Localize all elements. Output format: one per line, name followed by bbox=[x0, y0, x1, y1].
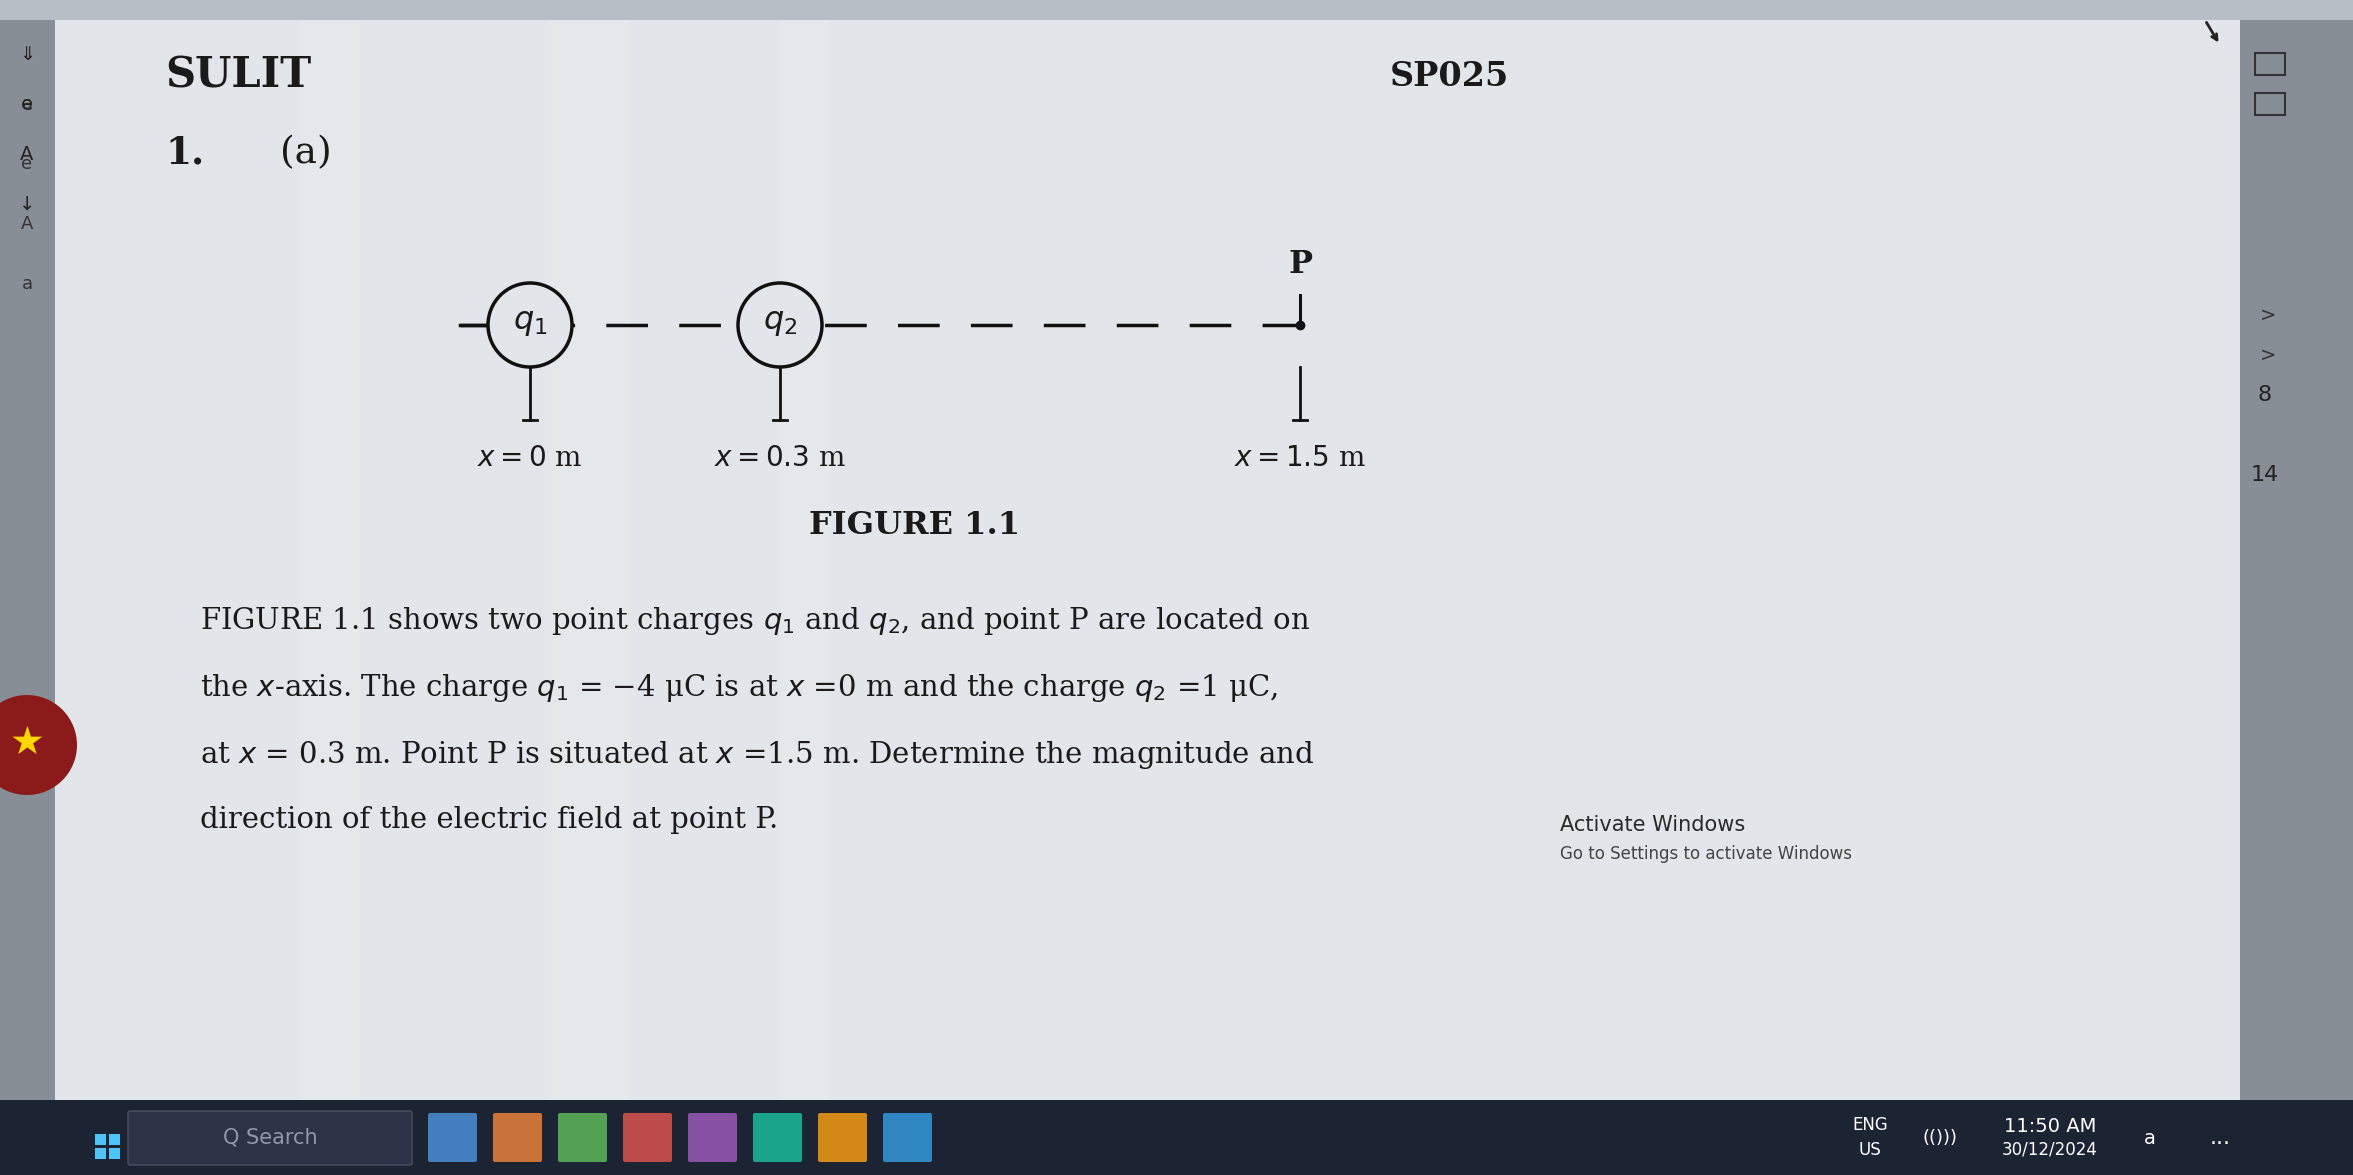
Text: US: US bbox=[1859, 1141, 1882, 1159]
FancyBboxPatch shape bbox=[882, 1113, 932, 1162]
FancyBboxPatch shape bbox=[108, 1134, 120, 1144]
FancyBboxPatch shape bbox=[299, 20, 360, 1100]
Text: the $x$-axis. The charge $q_1$ = −4 μC is at $x$ =0 m and the charge $q_2$ =1 μC: the $x$-axis. The charge $q_1$ = −4 μC i… bbox=[200, 672, 1278, 704]
Text: SULIT: SULIT bbox=[165, 55, 311, 98]
Text: e: e bbox=[21, 155, 33, 173]
Text: $q_2$: $q_2$ bbox=[762, 308, 798, 338]
FancyBboxPatch shape bbox=[624, 1113, 673, 1162]
Text: at $x$ = 0.3 m. Point P is situated at $x$ =1.5 m. Determine the magnitude and: at $x$ = 0.3 m. Point P is situated at $… bbox=[200, 739, 1315, 771]
Text: (())): (())) bbox=[1922, 1129, 1958, 1147]
Text: ENG: ENG bbox=[1852, 1116, 1887, 1134]
Text: Go to Settings to activate Windows: Go to Settings to activate Windows bbox=[1560, 845, 1852, 862]
Text: >: > bbox=[2259, 306, 2275, 324]
FancyBboxPatch shape bbox=[94, 1148, 106, 1159]
Text: FIGURE 1.1: FIGURE 1.1 bbox=[809, 510, 1021, 540]
Circle shape bbox=[0, 694, 78, 795]
FancyBboxPatch shape bbox=[494, 1113, 541, 1162]
Text: A: A bbox=[21, 215, 33, 233]
Text: ★: ★ bbox=[9, 724, 45, 763]
FancyBboxPatch shape bbox=[551, 20, 631, 1100]
Text: e: e bbox=[21, 95, 33, 114]
Text: 30/12/2024: 30/12/2024 bbox=[2002, 1141, 2099, 1159]
Text: a: a bbox=[21, 275, 33, 293]
FancyBboxPatch shape bbox=[108, 1148, 120, 1159]
Text: >: > bbox=[2259, 345, 2275, 364]
Text: ⇓: ⇓ bbox=[19, 45, 35, 63]
FancyBboxPatch shape bbox=[428, 1113, 478, 1162]
FancyBboxPatch shape bbox=[753, 1113, 802, 1162]
Text: P: P bbox=[1287, 249, 1313, 280]
FancyBboxPatch shape bbox=[558, 1113, 607, 1162]
Text: ...: ... bbox=[2209, 1128, 2231, 1148]
Text: 1.: 1. bbox=[165, 135, 205, 172]
Circle shape bbox=[739, 283, 821, 367]
Text: $x = 1.5$ m: $x = 1.5$ m bbox=[1233, 445, 1365, 472]
FancyBboxPatch shape bbox=[819, 1113, 866, 1162]
Text: Q Search: Q Search bbox=[224, 1128, 318, 1148]
Circle shape bbox=[487, 283, 572, 367]
FancyBboxPatch shape bbox=[0, 20, 54, 1100]
Text: ↓: ↓ bbox=[19, 195, 35, 214]
Text: $x = 0$ m: $x = 0$ m bbox=[478, 445, 584, 472]
FancyBboxPatch shape bbox=[2240, 20, 2353, 1100]
Text: Activate Windows: Activate Windows bbox=[1560, 815, 1746, 835]
Text: A: A bbox=[21, 145, 33, 165]
FancyBboxPatch shape bbox=[127, 1112, 412, 1164]
FancyBboxPatch shape bbox=[687, 1113, 736, 1162]
Text: $x = 0.3$ m: $x = 0.3$ m bbox=[713, 445, 845, 472]
Text: a: a bbox=[2144, 1128, 2155, 1148]
FancyBboxPatch shape bbox=[779, 20, 831, 1100]
Text: 8: 8 bbox=[2259, 385, 2273, 405]
Text: direction of the electric field at point P.: direction of the electric field at point… bbox=[200, 806, 779, 834]
Text: 11:50 AM: 11:50 AM bbox=[2005, 1117, 2097, 1136]
Text: FIGURE 1.1 shows two point charges $q_1$ and $q_2$, and point P are located on: FIGURE 1.1 shows two point charges $q_1$… bbox=[200, 605, 1311, 637]
Text: SP025: SP025 bbox=[1391, 60, 1508, 93]
FancyBboxPatch shape bbox=[54, 20, 2240, 1100]
Text: 14: 14 bbox=[2252, 465, 2280, 485]
FancyBboxPatch shape bbox=[0, 1100, 2353, 1175]
Text: (a): (a) bbox=[280, 135, 332, 172]
FancyBboxPatch shape bbox=[94, 1134, 106, 1144]
Text: a: a bbox=[21, 95, 33, 113]
Text: $q_1$: $q_1$ bbox=[513, 308, 548, 338]
